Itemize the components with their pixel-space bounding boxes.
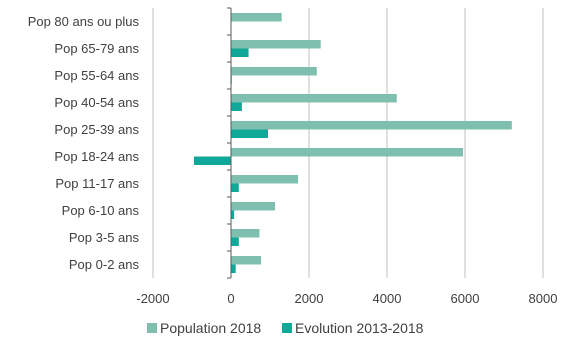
bar-population-2018-pop-0-2-ans xyxy=(231,256,262,265)
category-labels: Pop 80 ans ou plus Pop 65-79 ans Pop 55-64… xyxy=(28,14,140,272)
bar-evolution-2013-2018-pop-18-24-ans xyxy=(193,156,231,165)
bar-evolution-2013-2018-pop-25-39-ans xyxy=(231,129,269,138)
x-tick-labels: -2000 0 2000 4000 6000 8000 xyxy=(136,291,557,306)
legend: Population 2018 Evolution 2013-2018 xyxy=(147,320,424,336)
bar-evolution-2013-2018-pop-65-79-ans xyxy=(231,48,249,57)
category-label-pop-18-24-ans: Pop 18-24 ans xyxy=(54,149,139,164)
bar-population-2018-pop-6-10-ans xyxy=(231,202,276,211)
bar-evolution-2013-2018-pop-0-2-ans xyxy=(231,264,236,273)
bar-evolution-2013-2018-pop-11-17-ans xyxy=(231,183,239,192)
category-label-pop-40-54-ans: Pop 40-54 ans xyxy=(54,95,139,110)
bar-population-2018-pop-18-24-ans xyxy=(231,148,464,157)
category-label-pop-55-64-ans: Pop 55-64 ans xyxy=(54,68,139,83)
category-label-pop-0-2-ans: Pop 0-2 ans xyxy=(69,257,140,272)
bar-population-2018-pop-65-79-ans xyxy=(231,40,321,49)
bar-evolution-2013-2018-pop-3-5-ans xyxy=(231,237,239,246)
bar-evolution-2013-2018-pop-6-10-ans xyxy=(231,210,235,219)
bar-evolution-2013-2018-pop-40-54-ans xyxy=(231,102,242,111)
x-tick-label-2000: 2000 xyxy=(295,291,324,306)
y-axis-line xyxy=(227,7,232,279)
bar-population-2018-pop-80-ans-ou-plus xyxy=(231,13,282,22)
x-tick-label-6000: 6000 xyxy=(451,291,480,306)
category-label-pop-3-5-ans: Pop 3-5 ans xyxy=(69,230,140,245)
bar-population-2018-pop-25-39-ans xyxy=(231,121,512,130)
category-label-pop-11-17-ans: Pop 11-17 ans xyxy=(55,176,139,191)
x-tick-label-0: 0 xyxy=(227,291,234,306)
gridlines xyxy=(152,8,544,278)
x-tick-label-4000: 4000 xyxy=(373,291,402,306)
category-label-pop-25-39-ans: Pop 25-39 ans xyxy=(54,122,139,137)
legend-label-evolution-2013-2018: Evolution 2013-2018 xyxy=(295,320,424,336)
legend-swatch-population-2018 xyxy=(147,323,157,333)
category-label-pop-6-10-ans: Pop 6-10 ans xyxy=(62,203,140,218)
category-label-pop-80-ans-ou-plus: Pop 80 ans ou plus xyxy=(28,14,140,29)
bars xyxy=(193,13,512,273)
legend-swatch-evolution-2013-2018 xyxy=(282,323,292,333)
bar-population-2018-pop-40-54-ans xyxy=(231,94,397,103)
x-tick-label-8000: 8000 xyxy=(529,291,558,306)
bar-population-2018-pop-11-17-ans xyxy=(231,175,299,184)
legend-label-population-2018: Population 2018 xyxy=(160,320,261,336)
category-label-pop-65-79-ans: Pop 65-79 ans xyxy=(54,41,139,56)
bar-population-2018-pop-55-64-ans xyxy=(231,67,317,76)
bar-population-2018-pop-3-5-ans xyxy=(231,229,260,238)
x-tick-label-2000: -2000 xyxy=(136,291,169,306)
